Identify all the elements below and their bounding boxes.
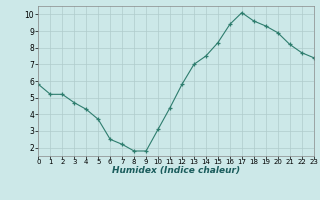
X-axis label: Humidex (Indice chaleur): Humidex (Indice chaleur) [112,166,240,175]
